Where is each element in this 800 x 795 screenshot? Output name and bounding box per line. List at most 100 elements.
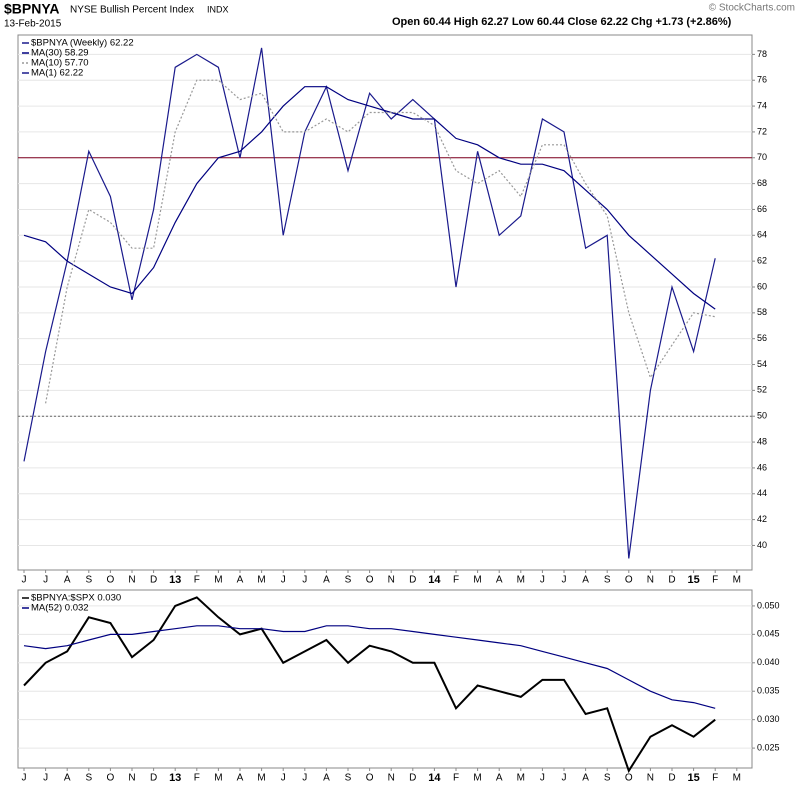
legend-label: $BPNYA (Weekly) 62.22 xyxy=(31,38,134,49)
x-tick-label: A xyxy=(582,773,589,784)
series-line xyxy=(23,625,716,709)
x-tick-label: N xyxy=(647,575,654,586)
x-tick-label: F xyxy=(712,575,718,586)
x-tick-label: A xyxy=(496,773,503,784)
x-tick-label: A xyxy=(323,575,330,586)
x-tick-label: D xyxy=(668,575,675,586)
x-tick-label: A xyxy=(237,575,244,586)
x-tick-label: A xyxy=(64,773,71,784)
y-tick-label: 60 xyxy=(757,281,767,291)
x-tick-label: A xyxy=(496,575,503,586)
legend-label: MA(52) 0.032 xyxy=(31,603,89,614)
x-tick-label: A xyxy=(582,575,589,586)
y-tick-label: 76 xyxy=(757,75,767,85)
x-tick-label: J xyxy=(281,575,286,586)
y-tick-label: 0.035 xyxy=(757,686,780,696)
x-tick-label: O xyxy=(625,773,633,784)
y-tick-label: 72 xyxy=(757,126,767,136)
x-tick-label: N xyxy=(647,773,654,784)
x-tick-label: M xyxy=(517,773,525,784)
x-tick-label: S xyxy=(85,575,92,586)
y-tick-label: 62 xyxy=(757,256,767,266)
x-tick-label: S xyxy=(604,773,611,784)
x-tick-label: F xyxy=(712,773,718,784)
exchange: INDX xyxy=(207,4,229,14)
x-tick-label: D xyxy=(409,575,416,586)
x-tick-label: N xyxy=(388,773,395,784)
x-tick-label: A xyxy=(237,773,244,784)
x-tick-label: F xyxy=(194,773,200,784)
legend-label: MA(30) 58.29 xyxy=(31,48,89,59)
legend-label: $BPNYA:$SPX 0.030 xyxy=(31,593,121,604)
x-tick-label: 13 xyxy=(169,772,181,784)
y-tick-label: 78 xyxy=(757,49,767,59)
x-tick-label: S xyxy=(604,575,611,586)
x-tick-label: M xyxy=(257,575,265,586)
y-tick-label: 0.040 xyxy=(757,657,780,667)
x-tick-label: O xyxy=(107,575,115,586)
x-tick-label: 14 xyxy=(428,772,441,784)
y-tick-label: 52 xyxy=(757,385,767,395)
x-tick-label: O xyxy=(107,773,115,784)
x-tick-label: F xyxy=(453,773,459,784)
credit: © StockCharts.com xyxy=(709,3,795,14)
x-tick-label: D xyxy=(668,773,675,784)
y-tick-label: 74 xyxy=(757,100,767,110)
y-tick-label: 40 xyxy=(757,540,767,550)
x-tick-label: F xyxy=(453,575,459,586)
x-tick-label: M xyxy=(473,575,481,586)
y-tick-label: 54 xyxy=(757,359,767,369)
x-tick-label: M xyxy=(733,773,741,784)
series-line xyxy=(45,79,716,404)
x-tick-label: D xyxy=(150,773,157,784)
x-tick-label: J xyxy=(281,773,286,784)
x-tick-label: O xyxy=(366,575,374,586)
x-tick-label: S xyxy=(345,575,352,586)
x-tick-label: M xyxy=(517,575,525,586)
y-tick-label: 0.030 xyxy=(757,714,780,724)
x-tick-label: 14 xyxy=(428,574,441,586)
series-line xyxy=(23,596,716,774)
panel-frame xyxy=(17,589,753,769)
x-tick-label: O xyxy=(366,773,374,784)
y-tick-label: 48 xyxy=(757,436,767,446)
x-tick-label: J xyxy=(562,773,567,784)
quote: Open 60.44 High 62.27 Low 60.44 Close 62… xyxy=(392,16,732,28)
x-tick-label: D xyxy=(409,773,416,784)
x-tick-label: J xyxy=(302,773,307,784)
series-line xyxy=(23,47,716,559)
y-tick-label: 50 xyxy=(757,411,767,421)
x-tick-label: J xyxy=(22,773,27,784)
y-tick-label: 0.025 xyxy=(757,742,780,752)
y-tick-label: 56 xyxy=(757,333,767,343)
y-tick-label: 70 xyxy=(757,152,767,162)
date: 13-Feb-2015 xyxy=(4,19,62,30)
y-tick-label: 58 xyxy=(757,307,767,317)
legend-label: MA(1) 62.22 xyxy=(31,68,83,79)
y-tick-label: 44 xyxy=(757,488,767,498)
x-tick-label: 15 xyxy=(687,574,699,586)
x-tick-label: D xyxy=(150,575,157,586)
x-tick-label: J xyxy=(540,575,545,586)
y-tick-label: 0.050 xyxy=(757,600,780,610)
x-tick-label: 13 xyxy=(169,574,181,586)
y-tick-label: 66 xyxy=(757,204,767,214)
x-tick-label: O xyxy=(625,575,633,586)
series-line xyxy=(23,86,716,310)
y-tick-label: 0.045 xyxy=(757,629,780,639)
x-tick-label: J xyxy=(43,575,48,586)
symbol: $BPNYA xyxy=(4,1,60,17)
x-tick-label: M xyxy=(257,773,265,784)
x-tick-label: J xyxy=(540,773,545,784)
x-tick-label: J xyxy=(22,575,27,586)
x-tick-label: J xyxy=(43,773,48,784)
y-tick-label: 46 xyxy=(757,462,767,472)
x-tick-label: M xyxy=(214,575,222,586)
y-tick-label: 64 xyxy=(757,230,767,240)
y-tick-label: 68 xyxy=(757,178,767,188)
x-tick-label: F xyxy=(194,575,200,586)
y-tick-label: 42 xyxy=(757,514,767,524)
x-tick-label: S xyxy=(345,773,352,784)
x-tick-label: J xyxy=(302,575,307,586)
